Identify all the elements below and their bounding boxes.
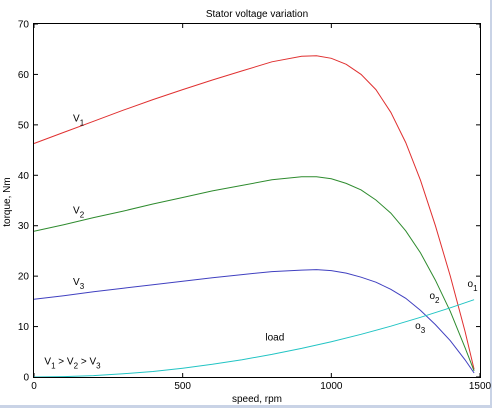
window-edge-right (490, 0, 492, 408)
y-tick-label: 60 (18, 70, 30, 81)
x-axis-label: speed, rpm (232, 394, 282, 405)
annotations: o1 o2 o3 V1 > V2 > V3 (44, 279, 478, 370)
series-line-load (33, 299, 475, 378)
x-tick-label: 1000 (320, 381, 343, 392)
series-line-v3 (33, 269, 475, 374)
annotation-2: o3 (415, 321, 426, 335)
series-label-v3: V3 (73, 277, 85, 291)
y-tick-label: 20 (18, 272, 30, 283)
y-tick-label: 40 (18, 171, 30, 182)
series-line-v1 (33, 55, 475, 370)
x-tick-label: 0 (31, 381, 37, 392)
annotation-1: o2 (429, 291, 440, 305)
y-tick-label: 70 (18, 20, 30, 31)
y-tick-label: 30 (18, 221, 30, 232)
y-tick-label: 10 (18, 322, 30, 333)
x-tick-label: 1500 (469, 381, 492, 392)
y-tick-label: 50 (18, 120, 30, 131)
series-label-load: load (265, 332, 284, 343)
axis-ticks: 0 500 1000 1500 0 10 20 30 40 50 60 70 (18, 20, 492, 393)
window-edge-bottom (0, 405, 492, 408)
chart-title: Stator voltage variation (206, 9, 308, 20)
plot-area-frame (33, 23, 481, 378)
y-tick-label: 0 (23, 373, 29, 384)
annotation-3: V1 > V2 > V3 (44, 356, 101, 370)
x-tick-label: 500 (174, 381, 191, 392)
y-axis-label: torque, Nm (2, 177, 13, 226)
series-label-v2: V2 (73, 206, 85, 220)
series-line-v2 (33, 176, 475, 372)
annotation-0: o1 (468, 279, 479, 293)
series-lines (33, 55, 475, 378)
series-labels: V1 V2 V3 load (73, 113, 284, 343)
series-label-v1: V1 (73, 113, 85, 127)
